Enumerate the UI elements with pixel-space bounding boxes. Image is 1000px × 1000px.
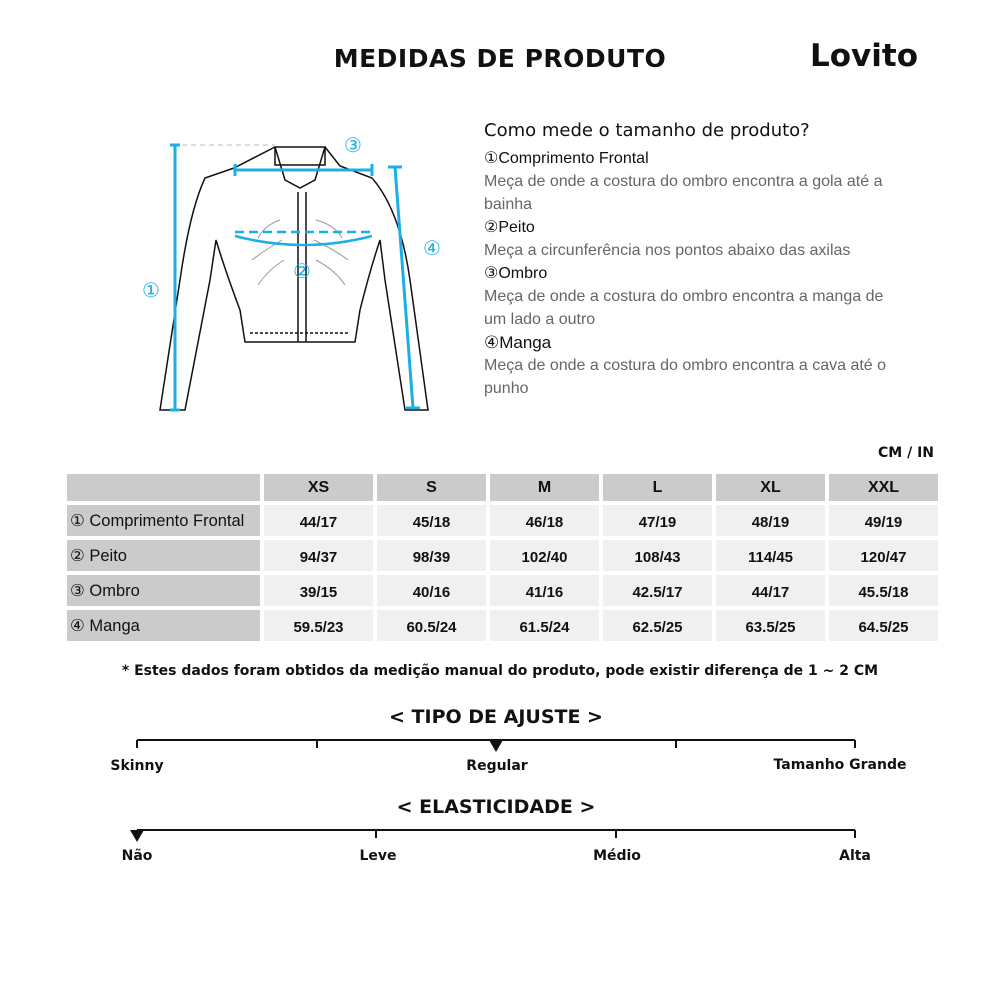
row-label: ① Comprimento Frontal bbox=[67, 505, 260, 536]
table-cell: 39/15 bbox=[264, 575, 373, 606]
table-cell: 48/19 bbox=[716, 505, 825, 536]
how-to-heading: Como mede o tamanho de produto? bbox=[484, 120, 810, 141]
item-label: ②Peito bbox=[484, 219, 535, 236]
fit-type-title: < TIPO DE AJUSTE > bbox=[389, 706, 603, 728]
row-label: ③ Ombro bbox=[67, 575, 260, 606]
item-label: ①Comprimento Frontal bbox=[484, 150, 649, 167]
marker-3: ③ bbox=[344, 133, 362, 157]
table-cell: 44/17 bbox=[264, 505, 373, 536]
table-row: ③ Ombro 39/15 40/16 41/16 42.5/17 44/17 45.5/1… bbox=[67, 575, 938, 606]
fit-label-large: Tamanho Grande bbox=[773, 757, 907, 773]
page-title: MEDIDAS DE PRODUTO bbox=[333, 44, 667, 73]
size-table: XS S M L XL XXL ① Comprimento Frontal 44/17 45/… bbox=[63, 470, 942, 645]
unit-label: CM / IN bbox=[878, 445, 934, 461]
fit-scale bbox=[136, 739, 856, 752]
row-label: ④ Manga bbox=[67, 610, 260, 641]
jacket-measurement-diagram: ① ② ③ ④ bbox=[142, 133, 441, 412]
table-cell: 114/45 bbox=[716, 540, 825, 571]
table-cell: 94/37 bbox=[264, 540, 373, 571]
how-to-measure: Como mede o tamanho de produto? ①Comprim… bbox=[484, 120, 924, 400]
measure-lines bbox=[170, 143, 420, 412]
table-cell: 63.5/25 bbox=[716, 610, 825, 641]
marker-4: ④ bbox=[423, 236, 441, 260]
elasticity-label-leve: Leve bbox=[359, 848, 397, 864]
item-desc: Meça de onde a costura do ombro encontra… bbox=[484, 288, 884, 328]
table-cell: 42.5/17 bbox=[603, 575, 712, 606]
table-cell: 98/39 bbox=[377, 540, 486, 571]
table-cell: 47/19 bbox=[603, 505, 712, 536]
column-header-xs: XS bbox=[264, 474, 373, 501]
elasticity-selected-marker bbox=[130, 830, 144, 842]
item-desc: Meça de onde a costura do ombro encontra… bbox=[484, 173, 883, 213]
item-desc: Meça de onde a costura do ombro encontra… bbox=[484, 357, 887, 397]
table-cell: 61.5/24 bbox=[490, 610, 599, 641]
table-cell: 62.5/25 bbox=[603, 610, 712, 641]
measurement-note: * Estes dados foram obtidos da medição m… bbox=[121, 663, 879, 679]
elasticity-label-medio: Médio bbox=[593, 848, 641, 864]
table-cell: 41/16 bbox=[490, 575, 599, 606]
table-row: ① Comprimento Frontal 44/17 45/18 46/18 47/1… bbox=[67, 505, 938, 536]
column-header-l: L bbox=[603, 474, 712, 501]
table-cell: 46/18 bbox=[490, 505, 599, 536]
fit-label-skinny: Skinny bbox=[110, 758, 164, 774]
table-row: ④ Manga 59.5/23 60.5/24 61.5/24 62.5/25 63.5/… bbox=[67, 610, 938, 641]
column-header-m: M bbox=[490, 474, 599, 501]
item-label: ④Manga bbox=[484, 333, 552, 352]
table-cell: 64.5/25 bbox=[829, 610, 938, 641]
table-cell: 44/17 bbox=[716, 575, 825, 606]
table-cell: 108/43 bbox=[603, 540, 712, 571]
column-header-xl: XL bbox=[716, 474, 825, 501]
elasticity-scale bbox=[130, 829, 856, 842]
brand-logo: Lovito bbox=[810, 38, 919, 74]
table-cell: 59.5/23 bbox=[264, 610, 373, 641]
table-row: ② Peito 94/37 98/39 102/40 108/43 114/45 120/4… bbox=[67, 540, 938, 571]
elasticity-label-nao: Não bbox=[121, 848, 153, 864]
column-header-s: S bbox=[377, 474, 486, 501]
marker-2: ② bbox=[293, 259, 311, 283]
table-cell: 45.5/18 bbox=[829, 575, 938, 606]
item-desc: Meça a circunferência nos pontos abaixo … bbox=[484, 242, 851, 259]
fit-selected-marker bbox=[489, 740, 503, 752]
row-label: ② Peito bbox=[67, 540, 260, 571]
table-cell: 40/16 bbox=[377, 575, 486, 606]
elasticity-label-alta: Alta bbox=[839, 848, 871, 864]
table-cell: 60.5/24 bbox=[377, 610, 486, 641]
table-cell: 120/47 bbox=[829, 540, 938, 571]
elasticity-title: < ELASTICIDADE > bbox=[396, 796, 596, 818]
marker-1: ① bbox=[142, 278, 160, 302]
table-header-row: XS S M L XL XXL bbox=[67, 474, 938, 501]
table-cell: 45/18 bbox=[377, 505, 486, 536]
fit-label-regular: Regular bbox=[466, 758, 528, 774]
column-header-xxl: XXL bbox=[829, 474, 938, 501]
table-cell: 102/40 bbox=[490, 540, 599, 571]
table-cell: 49/19 bbox=[829, 505, 938, 536]
item-label: ③Ombro bbox=[484, 265, 548, 282]
header-corner bbox=[67, 474, 260, 501]
